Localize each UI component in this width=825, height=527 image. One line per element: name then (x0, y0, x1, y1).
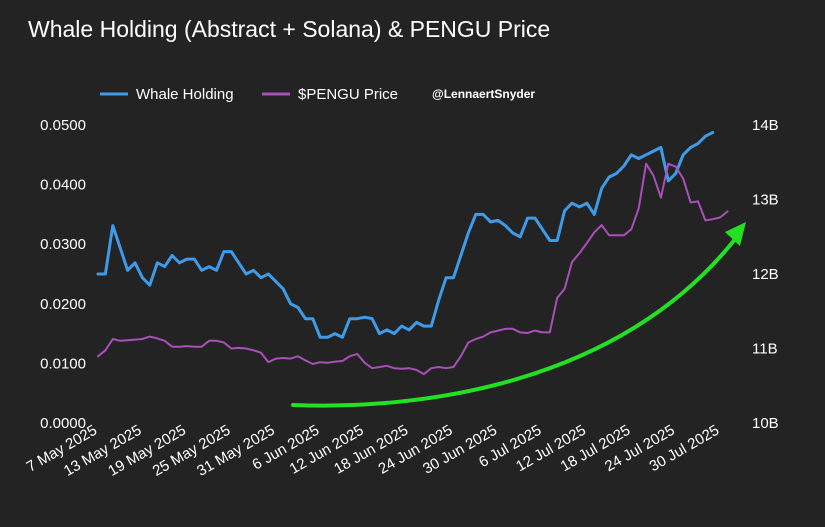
trend-arrow-head (725, 222, 746, 246)
y-right-tick-label: 14B (752, 117, 779, 134)
trend-arrow-shaft (291, 236, 738, 408)
y-left-tick-label: 0.0200 (40, 296, 86, 313)
y-right-tick-label: 11B (752, 341, 778, 358)
series-line-pengu-price (97, 162, 729, 376)
y-left-tick-label: 0.0100 (40, 355, 86, 372)
legend-label: $PENGU Price (298, 86, 398, 103)
legend-label: Whale Holding (136, 86, 234, 103)
credit-label: @LennaertSnyder (432, 87, 535, 101)
y-left-tick-label: 0.0400 (40, 177, 86, 194)
y-left-tick-label: 0.0000 (40, 415, 86, 432)
y-right-tick-label: 13B (752, 192, 779, 209)
series-line-whale-holding (96, 130, 715, 339)
y-left-tick-label: 0.0500 (40, 117, 86, 134)
y-right-tick-label: 12B (752, 266, 779, 283)
y-right-tick-label: 10B (752, 415, 779, 432)
y-left-tick-label: 0.0300 (40, 236, 86, 253)
chart-title: Whale Holding (Abstract + Solana) & PENG… (28, 16, 551, 42)
